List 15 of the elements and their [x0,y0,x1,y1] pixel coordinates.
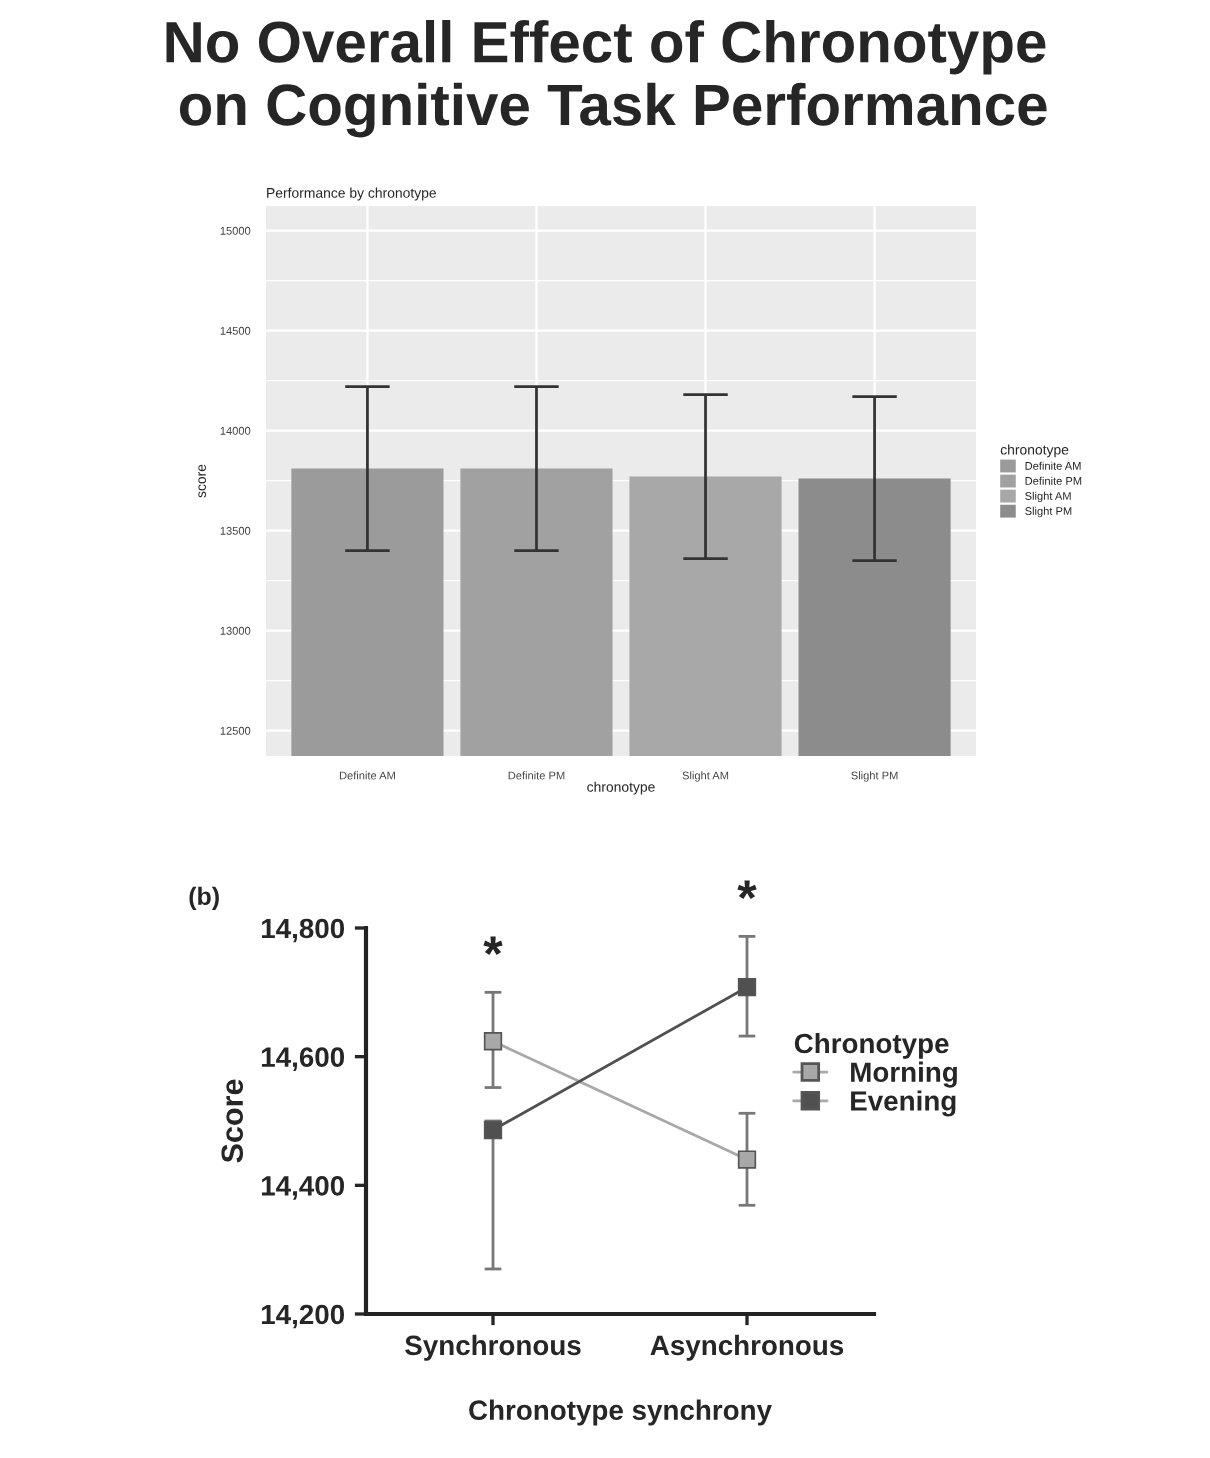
y-tick-label: 14,600 [261,1047,345,1072]
x-axis-title: Chronotype synchrony [469,1399,772,1426]
legend-label: Morning [851,1061,957,1088]
text: * [737,880,757,900]
legend-label: Evening [851,1090,956,1117]
x-tick-label: Asynchronous [650,1334,844,1361]
legend-title: Chronotype [794,1032,949,1059]
y-axis-title: Score [221,1079,244,1163]
text: (b) [189,886,219,911]
x-tick-label: Synchronous [405,1334,581,1361]
y-tick-label: 14,800 [261,918,345,943]
y-tick-label: 14,200 [261,1304,345,1329]
chart-title: No Overall Effect of Chronotype on Cognitive Task Performance [166,20,1047,138]
annotation: * [483,936,503,956]
y-tick-label: 14,400 [261,1176,345,1200]
